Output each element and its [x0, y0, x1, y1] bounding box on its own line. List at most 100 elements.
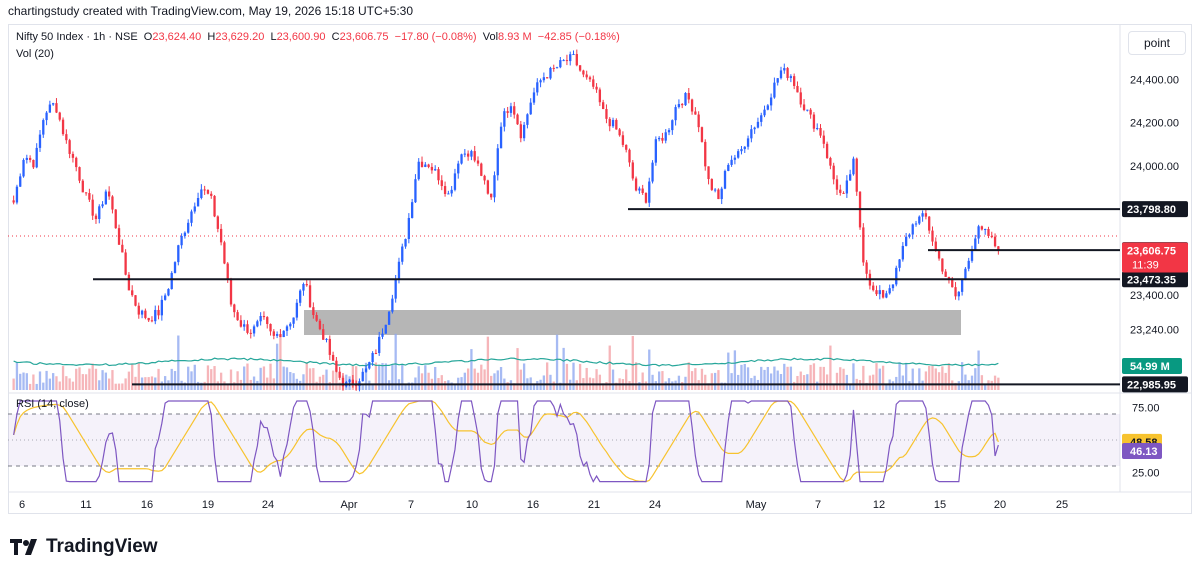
- tradingview-logo[interactable]: TradingView: [10, 536, 158, 558]
- candle-body: [901, 245, 904, 260]
- candle-body: [355, 385, 358, 387]
- volume-bar: [75, 368, 78, 390]
- volume-bar: [256, 380, 259, 390]
- volume-bar: [312, 368, 315, 390]
- price-tick-label: 24,200.00: [1130, 118, 1179, 130]
- candle-body: [308, 285, 312, 308]
- volume-bar: [285, 367, 289, 390]
- volume-bar: [407, 382, 410, 390]
- candle-body: [944, 271, 947, 277]
- candle-body: [638, 188, 641, 191]
- candle-body: [460, 154, 463, 164]
- volume-bar: [371, 383, 374, 390]
- volume-bar: [506, 382, 509, 390]
- candle-body: [921, 213, 924, 217]
- volume-bar: [157, 368, 160, 390]
- candle-body: [964, 268, 967, 279]
- candle-body: [904, 236, 908, 246]
- candle-body: [865, 262, 868, 274]
- candle-body: [58, 112, 61, 120]
- candle-body: [493, 175, 496, 198]
- last-price-text: 23,606.75: [1127, 246, 1176, 258]
- candle-body: [223, 242, 226, 264]
- volume-bar: [941, 366, 944, 390]
- volume-indicator-title[interactable]: Vol (20): [16, 48, 54, 60]
- candle-body: [740, 149, 743, 152]
- candle-body: [895, 267, 898, 285]
- scale-mode-button[interactable]: point: [1128, 31, 1186, 55]
- candle-body: [809, 109, 812, 115]
- candle-body: [911, 224, 914, 235]
- volume-bar: [677, 375, 681, 390]
- volume-bar: [934, 368, 937, 390]
- candle-body: [888, 288, 891, 294]
- candle-body: [598, 89, 602, 103]
- candle-body: [315, 315, 318, 321]
- volume-bar: [904, 362, 908, 390]
- volume-bar: [282, 366, 285, 390]
- candle-body: [61, 119, 65, 135]
- candle-body: [756, 121, 760, 128]
- candle-body: [252, 326, 256, 334]
- candle-body: [42, 120, 45, 135]
- candle-body: [177, 245, 180, 263]
- volume-bar: [114, 383, 117, 390]
- volume-bar: [463, 372, 466, 390]
- candle-body: [249, 332, 252, 334]
- candle-body: [101, 204, 104, 207]
- candle-body: [872, 285, 875, 291]
- volume-bar: [661, 371, 664, 390]
- candle-body: [980, 226, 984, 230]
- low-label: L: [270, 31, 277, 43]
- volume-bar: [634, 362, 638, 390]
- volume-bar: [52, 373, 55, 390]
- candle-body: [802, 104, 806, 111]
- candle-body: [529, 102, 532, 115]
- candle-body: [592, 79, 595, 87]
- candle-body: [924, 213, 928, 217]
- candle-body: [898, 259, 901, 268]
- high-value: 23,629.20: [215, 31, 265, 43]
- volume-bar: [328, 382, 331, 390]
- volume-bar: [305, 362, 308, 390]
- candle-body: [931, 230, 934, 242]
- candle-body: [338, 371, 341, 378]
- candle-body: [108, 191, 111, 197]
- volume-bar: [15, 362, 19, 390]
- candle-body: [364, 368, 368, 372]
- candle-body: [417, 161, 420, 180]
- volume-bar: [615, 382, 618, 390]
- volume-bar: [124, 378, 127, 390]
- volume-bar: [839, 367, 842, 390]
- volume-bar: [783, 363, 786, 390]
- candle-body: [970, 250, 974, 261]
- candle-body: [562, 60, 565, 62]
- volume-bar: [183, 382, 187, 390]
- candle-body: [78, 167, 81, 181]
- candlesticks: [12, 49, 1000, 392]
- symbol-name[interactable]: Nifty 50 Index · 1h · NSE: [16, 31, 138, 43]
- candle-body: [700, 127, 704, 142]
- rsi-indicator-title[interactable]: RSI (14, close): [16, 398, 89, 410]
- time-tick-label: Apr: [340, 499, 357, 511]
- volume-bar: [378, 365, 381, 390]
- volume-bar: [493, 373, 496, 390]
- candle-body: [397, 261, 401, 280]
- volume-bar: [279, 335, 282, 390]
- volume-bar: [55, 376, 58, 390]
- volume-bar: [924, 371, 928, 390]
- candle-body: [434, 169, 437, 171]
- volume-bar: [450, 382, 453, 390]
- candle-body: [269, 323, 272, 332]
- volume-bar: [565, 363, 569, 390]
- candle-body: [292, 317, 295, 324]
- candle-body: [918, 216, 921, 224]
- candle-body: [730, 159, 733, 165]
- candle-body: [816, 127, 819, 129]
- candle-body: [954, 287, 957, 297]
- volume-bar: [275, 343, 279, 390]
- candle-body: [312, 307, 315, 316]
- candle-body: [111, 196, 114, 210]
- candle-body: [295, 302, 299, 318]
